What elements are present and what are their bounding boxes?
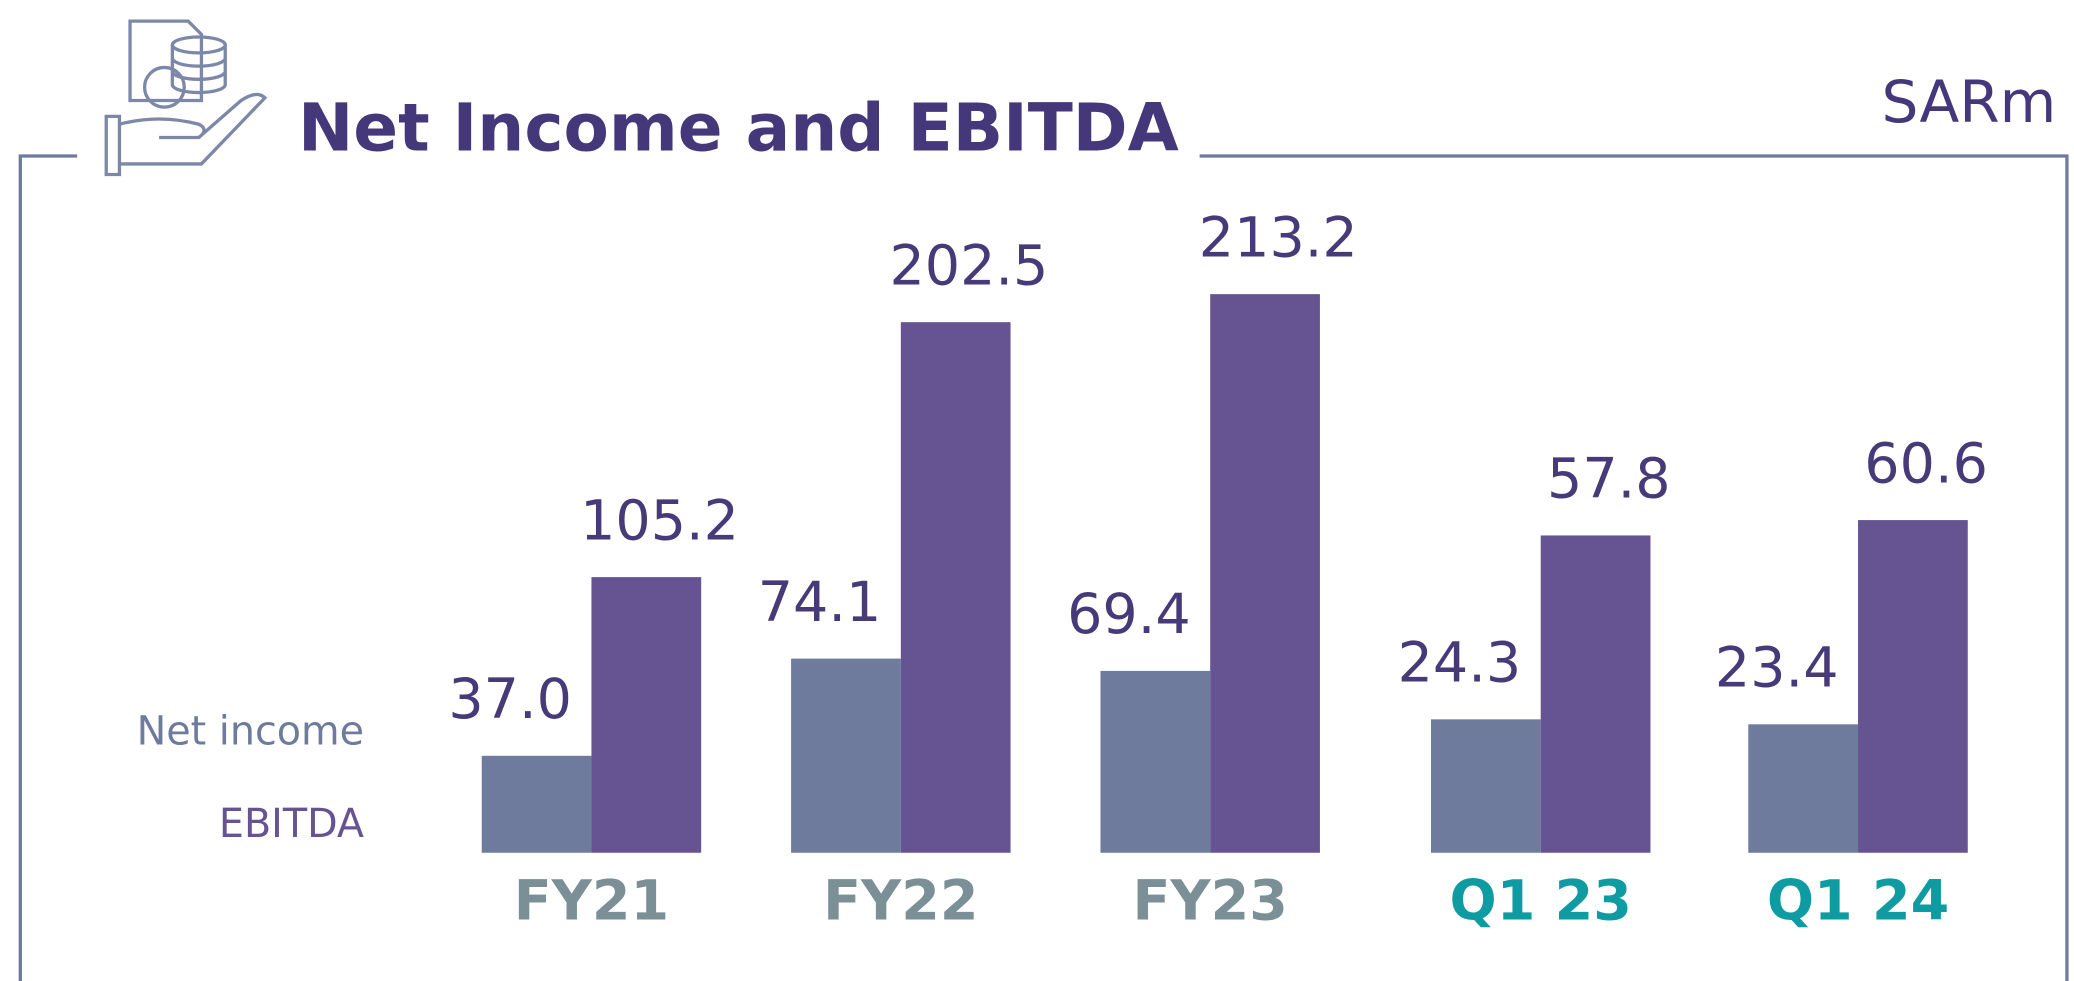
value-label: 202.5 [889,233,1048,298]
icon [104,19,268,177]
value-label: 57.8 [1547,447,1671,512]
bar [1748,724,1859,853]
bar [1210,294,1320,853]
value-label: 24.3 [1398,631,1522,696]
value-label: 60.6 [1864,431,1988,496]
value-label: 213.2 [1199,205,1358,270]
legend-entry: Net income [137,708,364,754]
x-tick-label: FY22 [823,868,978,933]
x-tick-label: FY21 [514,868,669,933]
x-tick-label: FY23 [1133,868,1288,933]
bar [1540,535,1651,853]
value-label: 74.1 [758,570,882,635]
bar [1858,520,1968,853]
bar [900,322,1011,853]
value-label: 69.4 [1067,582,1191,647]
x-tick-label: Q1 24 [1767,868,1949,933]
bar [791,658,901,853]
value-label: 37.0 [448,667,572,732]
legend-entry: EBITDA [219,801,364,847]
value-label: 23.4 [1715,636,1839,701]
bar [1100,670,1211,853]
bar [1430,719,1541,853]
bar [481,755,592,853]
x-tick-label: Q1 23 [1450,868,1632,933]
title: Net Income and EBITDA [298,89,1179,166]
bar [591,577,702,853]
unit-label: SARm [1881,68,2056,136]
frame [18,154,2069,981]
value-label: 105.2 [580,488,739,553]
